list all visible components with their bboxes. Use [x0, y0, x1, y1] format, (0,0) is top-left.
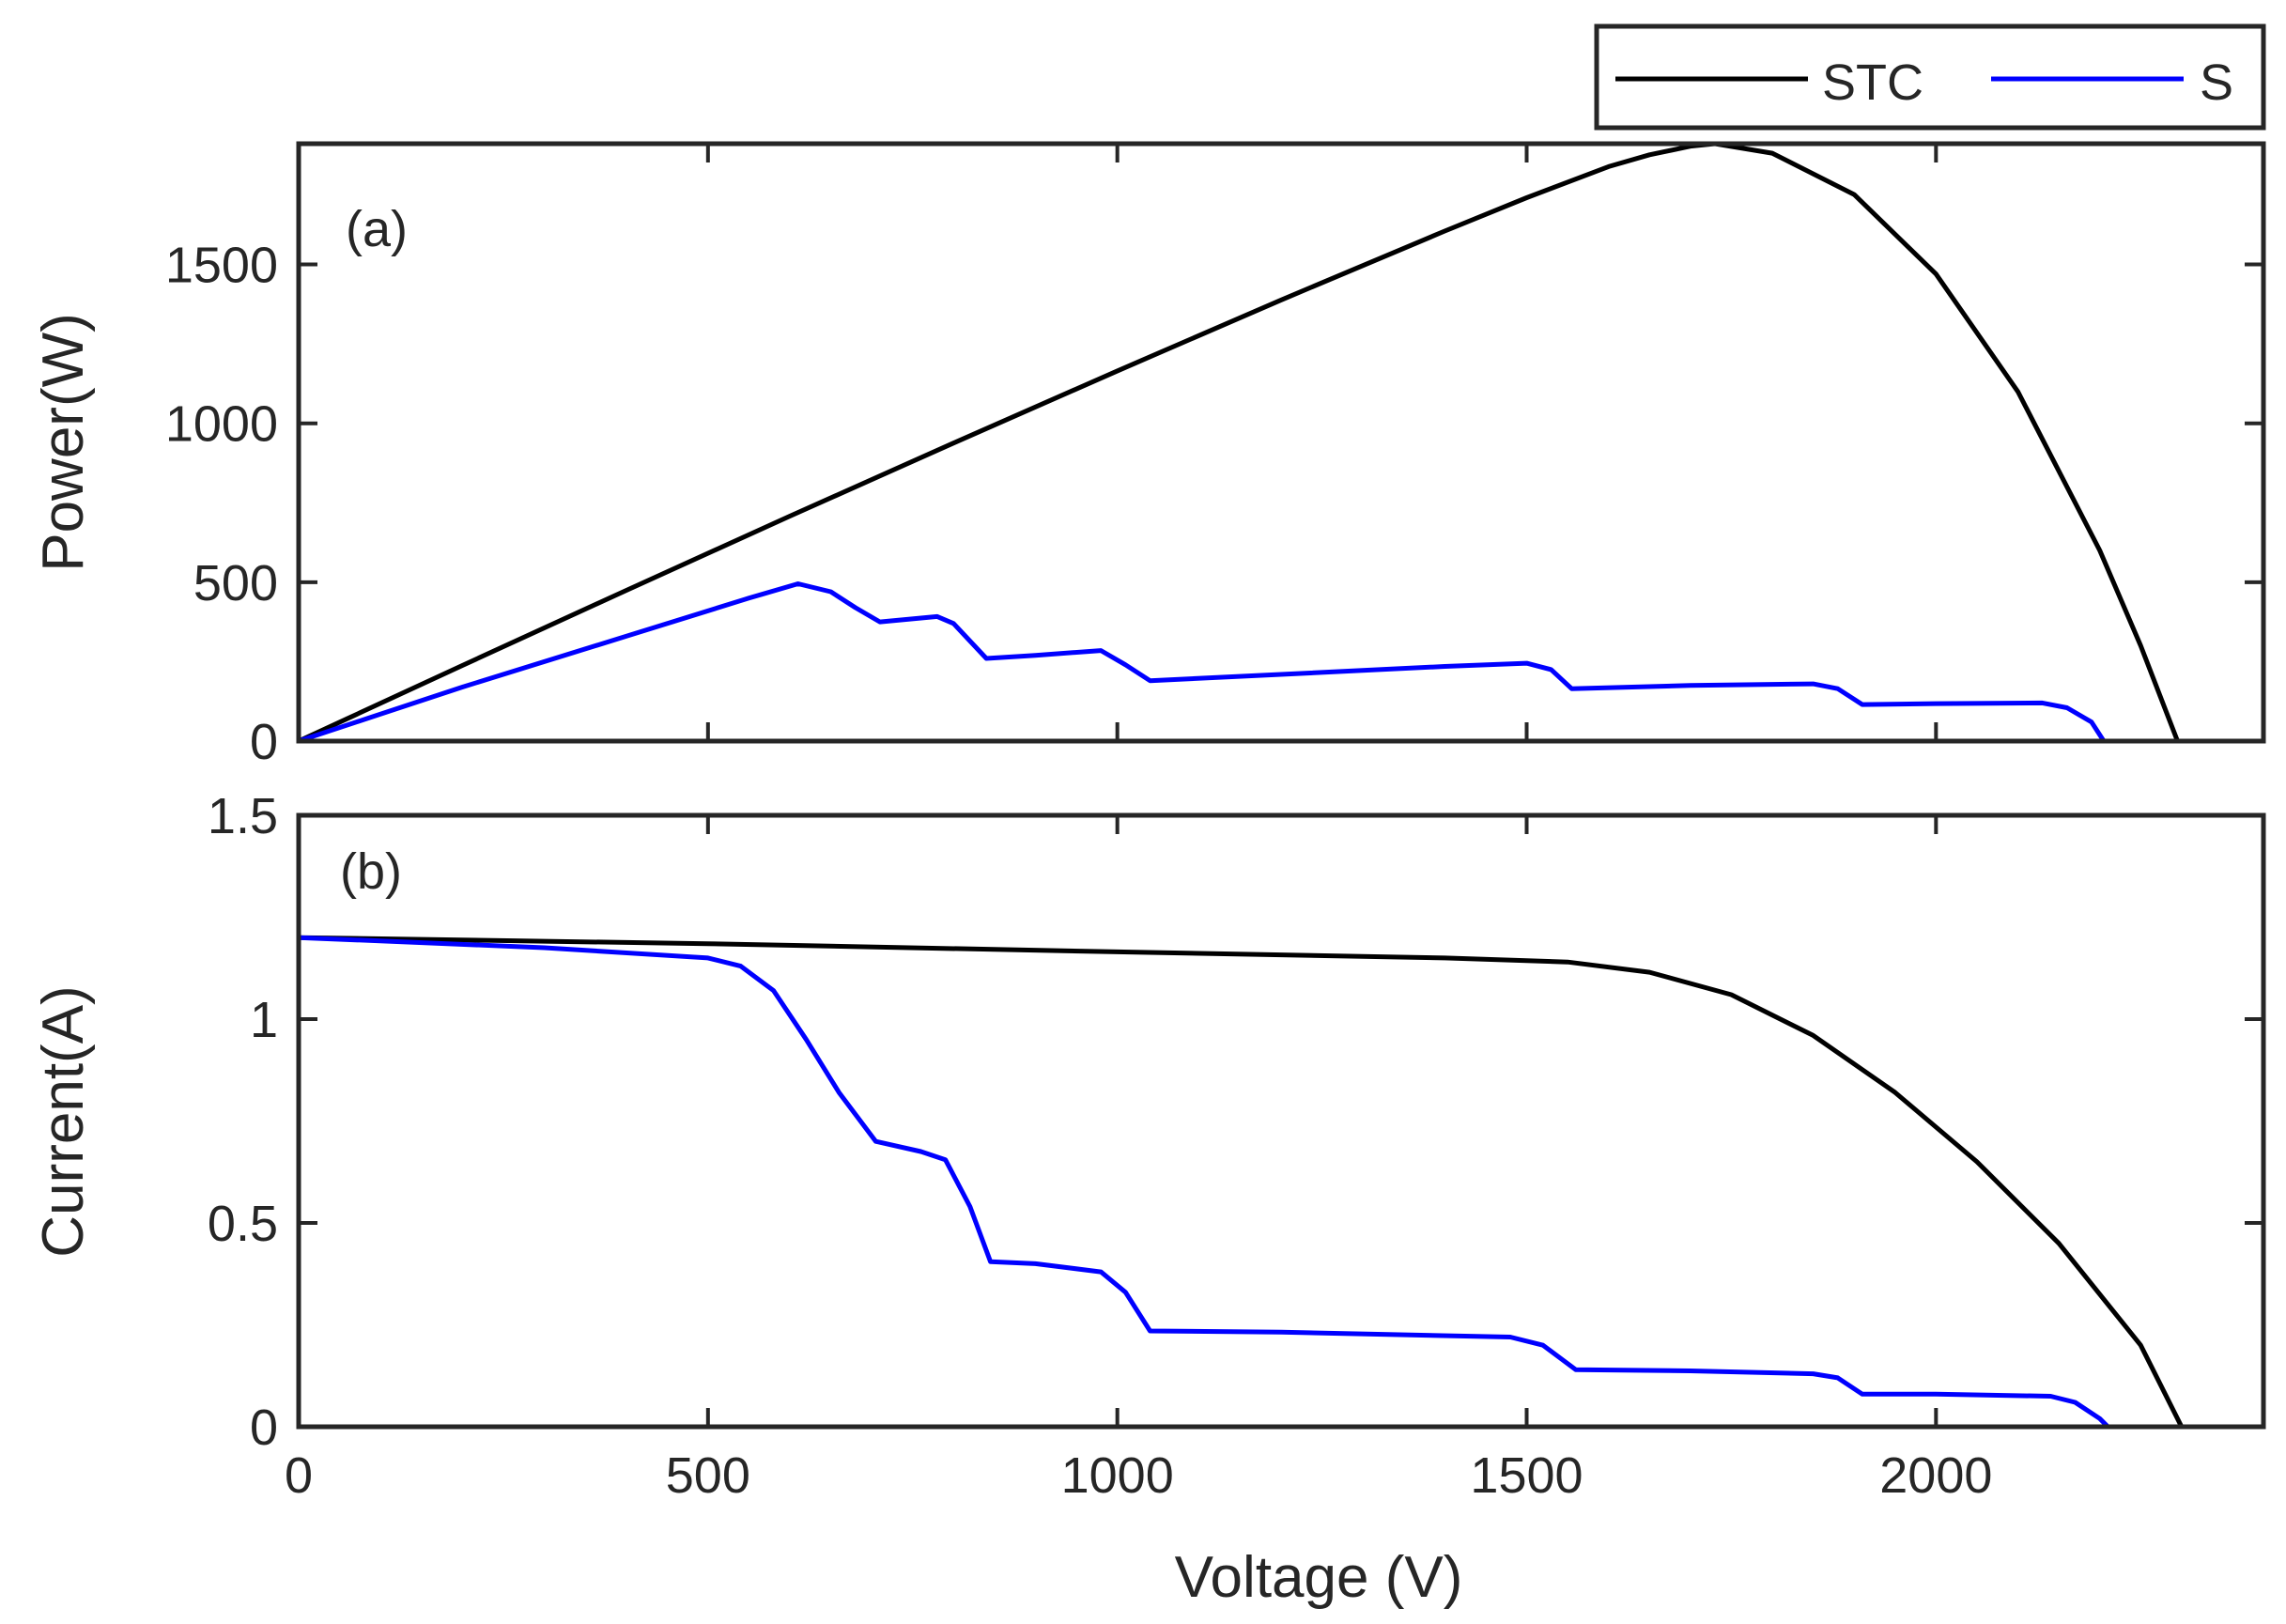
- x-tick-label: 500: [666, 1447, 750, 1504]
- power-y-tick-label: 1000: [165, 396, 278, 453]
- legend: STC S: [1594, 23, 2266, 131]
- x-tick-label: 0: [285, 1447, 313, 1504]
- legend-label-s: S: [2200, 54, 2233, 111]
- x-tick-label: 1500: [1470, 1447, 1583, 1504]
- current-axes-background: [299, 815, 2263, 1427]
- power-axes-frame: [296, 141, 2266, 744]
- power-series-stc-line: [296, 141, 2180, 744]
- current-y-tick-label: 1.5: [208, 788, 278, 844]
- power-panel-label: (a): [346, 201, 408, 257]
- power-panel: 0 500 1000 1500 (a) Power(W): [31, 141, 2266, 770]
- power-axes-background: [299, 144, 2263, 741]
- x-tick-label: 1000: [1061, 1447, 1174, 1504]
- current-y-tick-label: 0: [250, 1400, 278, 1456]
- current-y-tick-label: 0.5: [208, 1196, 278, 1252]
- power-y-axis-label: Power(W): [31, 313, 96, 572]
- legend-label-stc: STC: [1822, 54, 1923, 111]
- current-series-s-line: [296, 935, 2110, 1430]
- current-panel-label: (b): [340, 843, 402, 900]
- x-axis-label: Voltage (V): [1175, 1545, 1463, 1610]
- x-tick-label: 2000: [1879, 1447, 1992, 1504]
- current-series-stc-line: [296, 935, 2185, 1430]
- current-y-tick-label: 1: [250, 992, 278, 1048]
- power-series-s-line: [296, 581, 2107, 744]
- power-y-tick-label: 500: [193, 555, 278, 611]
- current-axes-frame: [296, 812, 2266, 1430]
- power-y-tick-label: 0: [250, 714, 278, 770]
- current-series: [296, 935, 2185, 1430]
- power-y-tick-label: 1500: [165, 238, 278, 294]
- power-ticks: 0 500 1000 1500: [165, 144, 2263, 770]
- current-y-axis-label: Current(A): [31, 985, 96, 1257]
- power-series: [296, 141, 2180, 744]
- current-ticks: 0 500 1000 1500 2000 0 0.5 1 1.5: [208, 788, 2263, 1504]
